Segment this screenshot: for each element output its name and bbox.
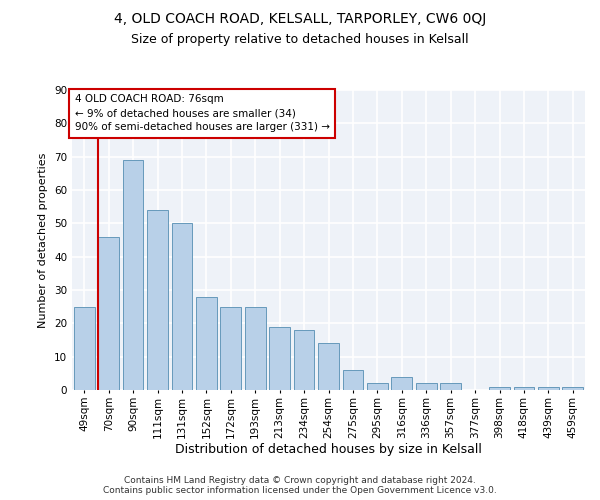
Bar — [245, 306, 266, 390]
Text: Contains HM Land Registry data © Crown copyright and database right 2024.
Contai: Contains HM Land Registry data © Crown c… — [103, 476, 497, 495]
Bar — [318, 344, 339, 390]
Bar — [343, 370, 364, 390]
Text: Size of property relative to detached houses in Kelsall: Size of property relative to detached ho… — [131, 32, 469, 46]
Y-axis label: Number of detached properties: Number of detached properties — [38, 152, 49, 328]
Bar — [562, 386, 583, 390]
Bar — [514, 386, 535, 390]
Bar — [538, 386, 559, 390]
X-axis label: Distribution of detached houses by size in Kelsall: Distribution of detached houses by size … — [175, 443, 482, 456]
Text: 4 OLD COACH ROAD: 76sqm
← 9% of detached houses are smaller (34)
90% of semi-det: 4 OLD COACH ROAD: 76sqm ← 9% of detached… — [74, 94, 329, 132]
Bar — [293, 330, 314, 390]
Text: 4, OLD COACH ROAD, KELSALL, TARPORLEY, CW6 0QJ: 4, OLD COACH ROAD, KELSALL, TARPORLEY, C… — [114, 12, 486, 26]
Bar — [98, 236, 119, 390]
Bar — [269, 326, 290, 390]
Bar — [74, 306, 95, 390]
Bar — [172, 224, 193, 390]
Bar — [489, 386, 510, 390]
Bar — [391, 376, 412, 390]
Bar — [440, 384, 461, 390]
Bar — [147, 210, 168, 390]
Bar — [416, 384, 437, 390]
Bar — [220, 306, 241, 390]
Bar — [367, 384, 388, 390]
Bar — [122, 160, 143, 390]
Bar — [196, 296, 217, 390]
